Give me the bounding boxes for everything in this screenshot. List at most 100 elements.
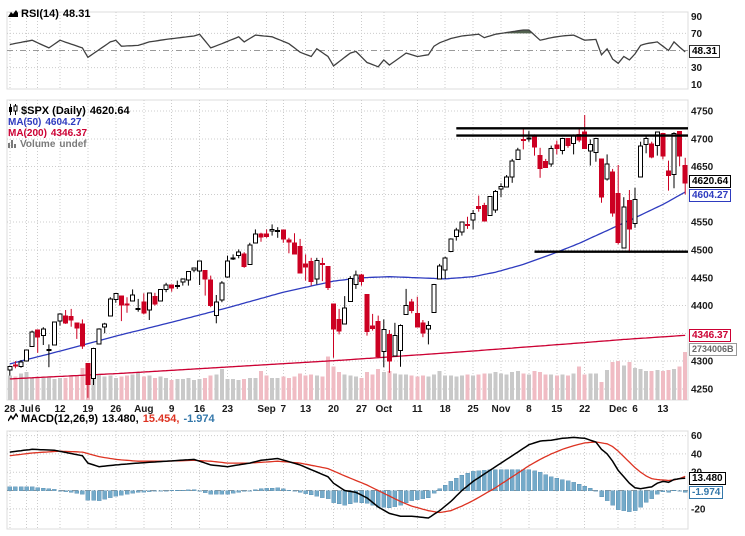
macd-histogram-bar [415, 490, 420, 500]
candle-body [498, 186, 504, 190]
candle-body [24, 349, 29, 362]
macd-line-value: 13.480, [102, 413, 139, 425]
volume-bar [493, 372, 498, 400]
volume-bar [24, 372, 29, 400]
macd-histogram-bar [604, 490, 610, 501]
volume-bar [41, 377, 46, 400]
volume-bar [621, 365, 626, 400]
price-tick-label: 4250 [691, 384, 714, 395]
candle-body [504, 176, 510, 188]
volume-bar [426, 376, 431, 400]
macd-histogram-bar [638, 490, 643, 508]
volume-bar [660, 371, 665, 400]
price-tick-label: 4300 [691, 357, 714, 368]
macd-histogram-bar [29, 486, 35, 491]
candle-body [85, 362, 91, 385]
macd-histogram-bar [426, 490, 431, 499]
candle-body [146, 292, 152, 311]
volume-bar [102, 376, 107, 400]
volume-bar [286, 377, 291, 400]
candle-body [342, 307, 348, 325]
x-tick-label: 15 [551, 404, 563, 415]
volume-bar [627, 362, 632, 400]
price-tick-label: 4750 [691, 107, 714, 118]
volume-bar [588, 373, 593, 400]
macd-histogram-bar [571, 482, 576, 491]
volume-bar [303, 375, 308, 400]
volume-bar [353, 376, 358, 400]
macd-histogram-bar [13, 486, 18, 491]
macd-histogram-bar [443, 484, 448, 491]
volume-bar [459, 375, 464, 400]
ma50-legend: MA(50) 4604.27 [8, 117, 82, 128]
volume-bar [376, 368, 381, 400]
volume-bar [476, 374, 481, 400]
volume-bar [554, 375, 559, 400]
volume-bar [359, 377, 364, 400]
candle-body [398, 325, 403, 352]
macd-histogram-bar [621, 490, 626, 511]
candle-body [381, 328, 387, 353]
volume-bar [610, 362, 615, 400]
volume-bar [543, 374, 548, 400]
rsi-tick-label: 90 [691, 12, 703, 23]
volume-bar [605, 370, 610, 400]
macd-histogram-bar [560, 479, 565, 491]
candle-body [185, 271, 191, 281]
volume-bar [91, 371, 96, 400]
macd-signal-value: 15.454, [142, 413, 180, 425]
candle-body [191, 267, 197, 271]
macd-histogram-bar [565, 480, 571, 491]
macd-histogram-bar [353, 490, 359, 503]
candle-body [169, 284, 175, 289]
macd-histogram-bar [119, 490, 124, 496]
macd-histogram-bar [286, 489, 292, 491]
macd-histogram-bar [46, 488, 52, 491]
macd-histogram-bar [660, 490, 666, 493]
macd-histogram-bar [147, 490, 152, 492]
volume-bar [113, 377, 118, 400]
x-tick-label: 20 [328, 404, 340, 415]
macd-histogram-bar [515, 469, 520, 491]
volume-bar [443, 375, 448, 400]
macd-histogram-bar [85, 490, 91, 501]
candle-body [548, 147, 554, 165]
volume-bar [392, 373, 397, 400]
macd-histogram-bar [130, 490, 135, 494]
candle-body [414, 312, 420, 328]
candle-body [141, 301, 147, 314]
ma200-label: MA(200) [8, 128, 47, 139]
price-tick-label: 4500 [691, 246, 714, 257]
volume-bar [571, 373, 576, 400]
candle-body [554, 144, 560, 149]
volume-bar [35, 376, 40, 400]
candle-body [35, 329, 41, 338]
hist-value-box: -1.974 [689, 486, 724, 499]
macd-histogram-bar [593, 490, 599, 492]
candle-body [292, 242, 297, 255]
candle-body [610, 171, 616, 214]
volume-bar [510, 372, 515, 400]
x-tick-label: 23 [222, 404, 234, 415]
x-tick-label: 18 [440, 404, 452, 415]
x-tick-label: 6 [632, 404, 638, 415]
volume-bar [231, 378, 236, 400]
macd-histogram-bar [599, 490, 604, 498]
macd-histogram-bar [549, 476, 554, 491]
macd-histogram-bar [588, 488, 593, 491]
macd-histogram-bar [359, 490, 364, 504]
candle-body [476, 206, 482, 209]
volume-bar [186, 377, 191, 400]
macd-histogram-bar [448, 481, 453, 491]
volume-bar [337, 372, 342, 400]
candle-body [481, 205, 487, 222]
macd-histogram-bar [264, 488, 269, 491]
macd-line [9, 436, 686, 519]
rsi-value-box: 48.31 [689, 45, 721, 58]
candle-body [130, 294, 136, 302]
candle-body [537, 155, 543, 169]
candle-body [571, 135, 577, 144]
macd-histogram-bar [325, 490, 331, 499]
volume-bar [69, 376, 74, 400]
